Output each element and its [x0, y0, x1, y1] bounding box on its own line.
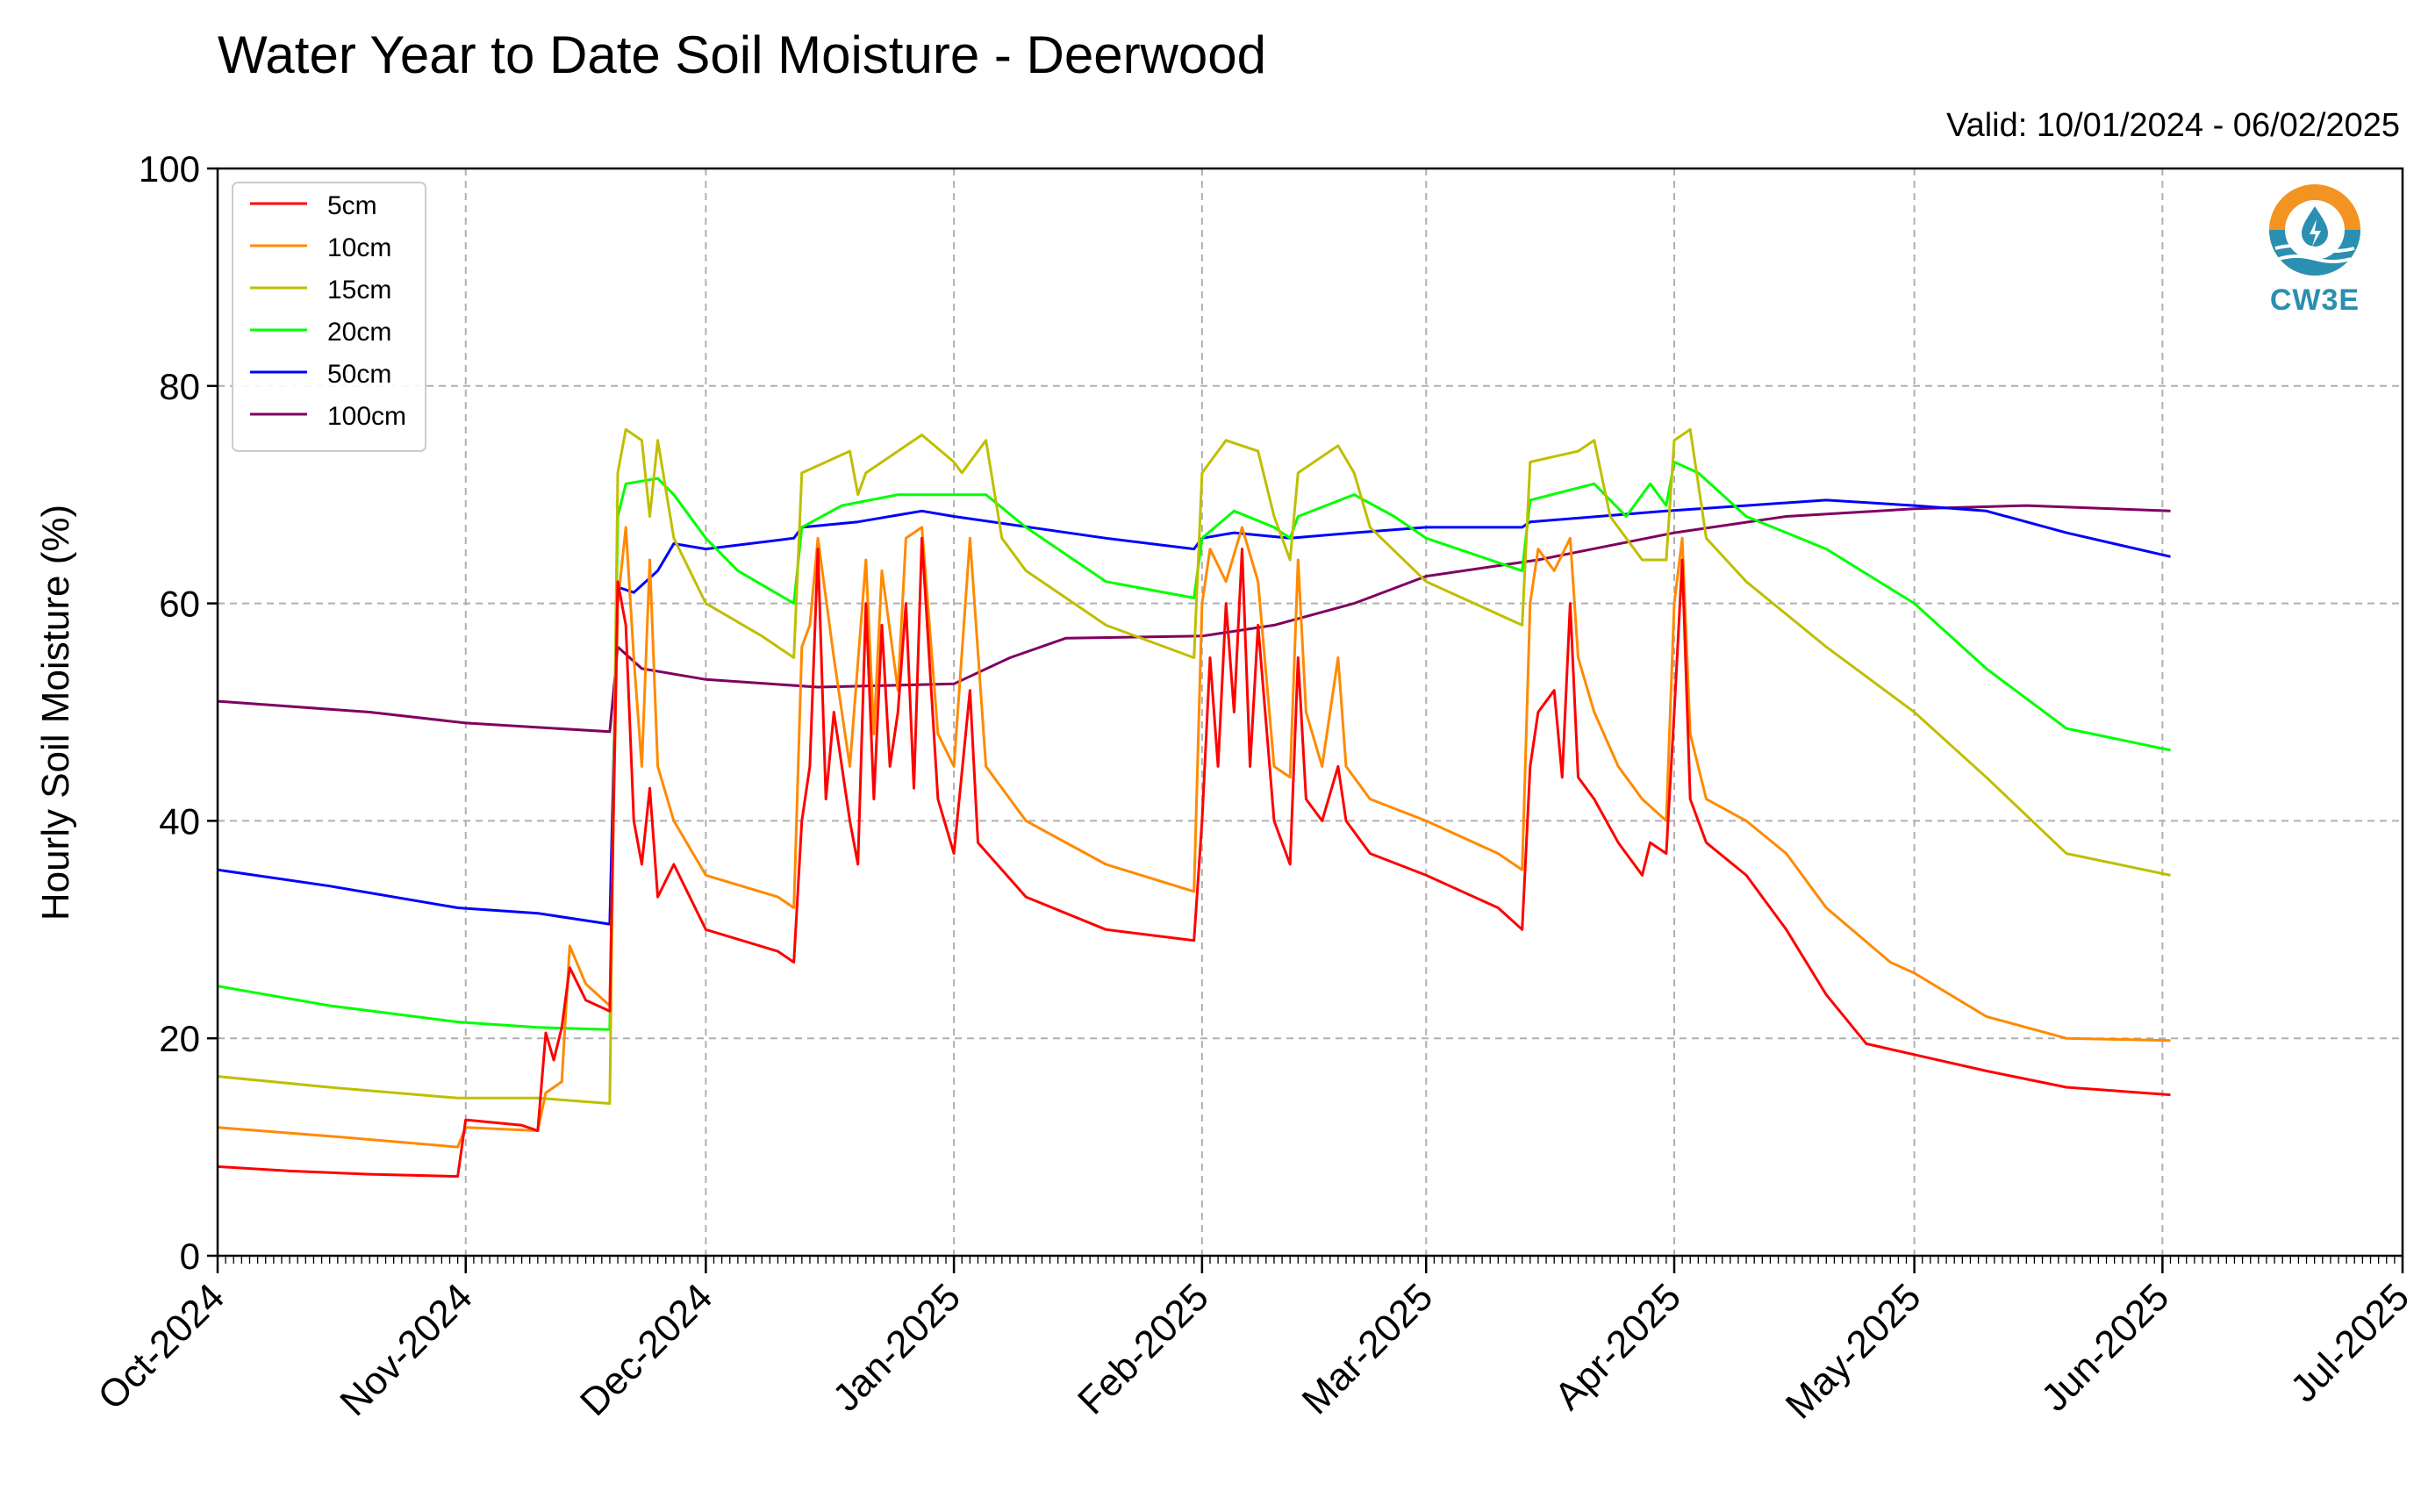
series-line-100cm	[217, 504, 2171, 734]
x-tick-label: Mar-2025	[1294, 1275, 1442, 1422]
y-tick-label: 60	[159, 584, 200, 625]
x-tick-label: Apr-2025	[1546, 1275, 1689, 1418]
series-lines	[217, 427, 2171, 1179]
x-tick-label: Dec-2024	[572, 1275, 721, 1424]
legend-label: 10cm	[327, 233, 391, 262]
y-tick-label: 0	[180, 1236, 200, 1277]
cw3e-logo: CW3E	[2258, 180, 2372, 320]
legend-label: 20cm	[327, 318, 391, 347]
legend-label: 15cm	[327, 276, 391, 305]
x-tick-label: Jun-2025	[2033, 1275, 2177, 1419]
series-line-10cm	[217, 526, 2171, 1149]
y-tick-label: 100	[139, 148, 200, 190]
x-tick-label: Nov-2024	[332, 1275, 481, 1424]
legend-label: 50cm	[327, 360, 391, 389]
legend-label: 5cm	[327, 191, 377, 220]
x-tick-label: Oct-2024	[90, 1275, 233, 1418]
x-tick-label: Jan-2025	[825, 1275, 969, 1419]
water-drop-logo-icon	[2269, 184, 2360, 276]
series-line-15cm	[217, 427, 2171, 1105]
y-tick-label: 40	[159, 800, 200, 842]
legend: 5cm 10cm 15cm 20cm 50cm 100cm	[232, 182, 426, 452]
x-tick-label: Feb-2025	[1070, 1275, 1217, 1422]
plot-frame	[216, 167, 2404, 1258]
chart-title: Water Year to Date Soil Moisture - Deerw…	[218, 25, 1266, 84]
y-tick-label: 80	[159, 366, 200, 407]
legend-label: 100cm	[327, 402, 406, 431]
x-tick-label: Jul-2025	[2282, 1275, 2417, 1410]
x-tick-label: May-2025	[1778, 1275, 1930, 1427]
y-tick-label: 20	[159, 1018, 200, 1059]
valid-date-range: Valid: 10/01/2024 - 06/02/2025	[1946, 107, 2400, 144]
axes: 0 20 40 60 80 100 Oct-2024 Nov-2024 Dec-2024 Jan-…	[90, 148, 2417, 1427]
y-axis-label: Hourly Soil Moisture (%)	[34, 505, 77, 921]
legend-box	[232, 182, 426, 452]
logo-text: CW3E	[2269, 283, 2360, 317]
series-line-5cm	[217, 536, 2171, 1179]
